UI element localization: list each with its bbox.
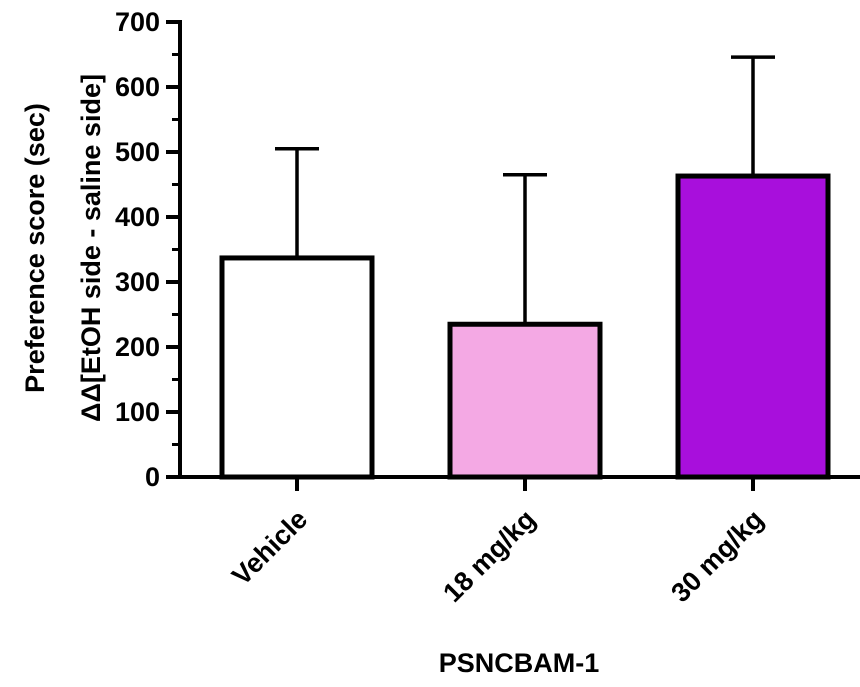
y-axis-title-line1: Preference score (sec) (20, 103, 50, 393)
y-tick-label: 400 (115, 202, 160, 232)
bars (219, 173, 831, 480)
y-axis-ticks: 0 100 200 300 400 500 600 700 (115, 7, 180, 492)
y-tick-label: 600 (115, 72, 160, 102)
y-tick-label: 0 (145, 462, 160, 492)
x-axis-title: PSNCBAM-1 (439, 648, 600, 678)
error-bars (275, 55, 775, 325)
y-tick-label: 700 (115, 7, 160, 37)
x-tick-label: Vehicle (226, 504, 313, 591)
x-tick-label: 30 mg/kg (665, 504, 769, 608)
bar (447, 321, 603, 480)
x-axis-ticks: Vehicle 18 mg/kg 30 mg/kg (226, 477, 769, 608)
y-tick-label: 300 (115, 267, 160, 297)
y-tick-label: 500 (115, 137, 160, 167)
bar (675, 173, 831, 480)
y-axis-title-line2: ΔΔ[EtOH side - saline side] (76, 74, 106, 422)
y-tick-label: 200 (115, 332, 160, 362)
x-tick-label: 18 mg/kg (437, 504, 541, 608)
bar (219, 255, 375, 480)
y-tick-label: 100 (115, 397, 160, 427)
